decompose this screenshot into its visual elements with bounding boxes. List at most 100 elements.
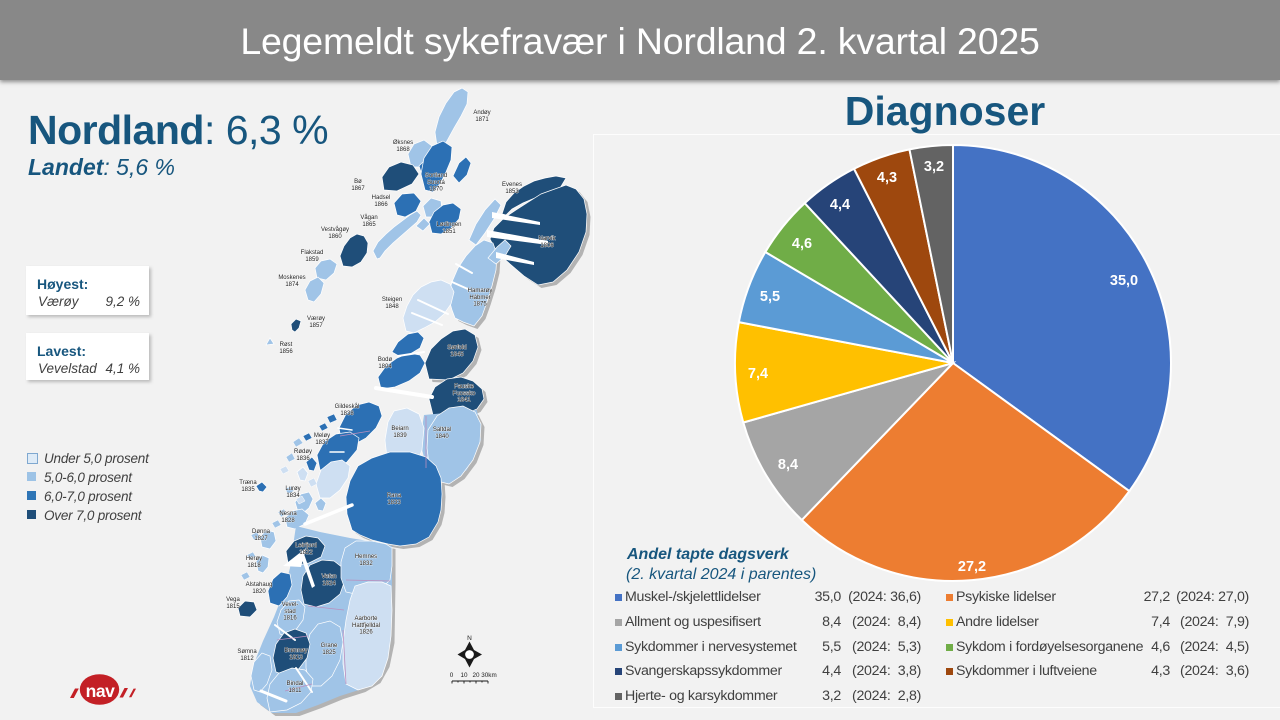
svg-text:Brønnøy: Brønnøy (284, 648, 307, 654)
svg-text:1835: 1835 (241, 487, 255, 493)
svg-text:Andøy: Andøy (473, 110, 490, 116)
svg-text:1871: 1871 (475, 117, 489, 123)
svg-text:Herøy: Herøy (246, 556, 262, 562)
svg-text:10: 10 (460, 672, 468, 679)
svg-text:1868: 1868 (396, 147, 410, 153)
svg-text:1845: 1845 (450, 352, 464, 358)
svg-text:Vestvågøy: Vestvågøy (321, 226, 349, 233)
svg-text:3,2: 3,2 (924, 159, 944, 175)
svg-text:Fuossko: Fuossko (453, 391, 476, 397)
svg-text:20: 20 (472, 672, 480, 679)
svg-text:stad: stad (284, 609, 295, 615)
svg-text:Hábmer: Hábmer (469, 295, 490, 301)
svg-text:1828: 1828 (281, 518, 295, 524)
svg-text:1827: 1827 (254, 536, 268, 542)
svg-text:4,3: 4,3 (877, 170, 897, 186)
svg-text:Evenes: Evenes (502, 182, 522, 188)
svg-text:1833: 1833 (387, 500, 401, 506)
svg-text:1870: 1870 (429, 187, 443, 193)
svg-text:30km: 30km (481, 672, 496, 679)
svg-text:Øksnes: Øksnes (393, 140, 413, 146)
svg-text:Alstahaug: Alstahaug (246, 582, 273, 588)
svg-text:1859: 1859 (305, 257, 319, 263)
svg-text:Fauske: Fauske (454, 384, 474, 390)
svg-text:7,4: 7,4 (748, 366, 768, 382)
svg-text:1836: 1836 (296, 456, 310, 462)
svg-text:1812: 1812 (240, 656, 254, 662)
svg-text:1860: 1860 (328, 234, 342, 240)
svg-text:N: N (467, 635, 472, 642)
svg-text:nav: nav (86, 681, 115, 701)
svg-text:Værøy: Værøy (307, 316, 325, 322)
svg-text:Lødingen: Lødingen (436, 222, 461, 228)
svg-text:4,6: 4,6 (792, 236, 812, 252)
svg-text:1822: 1822 (299, 550, 313, 556)
svg-text:Meløy: Meløy (314, 433, 330, 439)
svg-text:1838: 1838 (340, 411, 354, 417)
svg-text:Sømna: Sømna (237, 649, 257, 655)
svg-text:Nesna: Nesna (279, 511, 297, 517)
svg-text:Grane: Grane (321, 643, 338, 649)
svg-text:Moskenes: Moskenes (278, 275, 305, 281)
svg-text:1818: 1818 (247, 563, 261, 569)
svg-text:Leirfjord: Leirfjord (295, 543, 317, 549)
svg-text:1874: 1874 (285, 282, 299, 288)
svg-text:1875: 1875 (473, 302, 487, 308)
svg-text:1865: 1865 (362, 222, 376, 228)
svg-text:Vevel-: Vevel- (282, 602, 299, 608)
svg-text:Rødøy: Rødøy (294, 449, 312, 455)
svg-text:1866: 1866 (374, 202, 388, 208)
svg-text:Vågan: Vågan (360, 214, 377, 221)
svg-text:1834: 1834 (286, 493, 300, 499)
svg-text:1825: 1825 (322, 650, 336, 656)
svg-text:1839: 1839 (393, 433, 407, 439)
svg-text:1856: 1856 (279, 349, 293, 355)
svg-text:1851: 1851 (442, 229, 456, 235)
svg-text:Sortland: Sortland (425, 173, 447, 179)
svg-text:Aarborte: Aarborte (354, 616, 378, 622)
svg-text:8,4: 8,4 (778, 457, 798, 473)
svg-text:1840: 1840 (435, 434, 449, 440)
svg-text:1848: 1848 (385, 304, 399, 310)
svg-text:Narvik: Narvik (538, 236, 556, 242)
svg-text:Hamarøy: Hamarøy (468, 288, 493, 294)
svg-text:Lurøy: Lurøy (285, 486, 300, 492)
svg-text:Bindal: Bindal (287, 681, 304, 687)
svg-text:Suortá: Suortá (427, 180, 445, 186)
svg-text:1857: 1857 (309, 323, 323, 329)
svg-text:1811: 1811 (289, 688, 303, 694)
svg-text:1826: 1826 (359, 630, 373, 636)
svg-text:Hadsel: Hadsel (372, 195, 391, 201)
svg-text:27,2: 27,2 (958, 559, 986, 575)
svg-text:0: 0 (450, 672, 454, 679)
svg-text:Steigen: Steigen (382, 297, 402, 303)
svg-text:1867: 1867 (351, 186, 365, 192)
svg-text:Saltdal: Saltdal (433, 427, 451, 433)
svg-text:4,4: 4,4 (830, 197, 850, 213)
svg-text:1806: 1806 (540, 243, 554, 249)
svg-text:1813: 1813 (289, 655, 303, 661)
svg-text:Røst: Røst (280, 342, 293, 348)
svg-text:Beiarn: Beiarn (391, 426, 408, 432)
svg-text:1824: 1824 (322, 581, 336, 587)
svg-text:1804: 1804 (378, 364, 392, 370)
svg-text:Vefsn: Vefsn (321, 574, 336, 580)
svg-text:1841: 1841 (457, 398, 471, 404)
svg-text:Rana: Rana (387, 493, 402, 499)
svg-text:Dønna: Dønna (252, 529, 271, 535)
svg-text:Bodø: Bodø (378, 357, 393, 363)
svg-text:Hattfjelldal: Hattfjelldal (352, 623, 380, 629)
svg-text:Flakstad: Flakstad (301, 250, 324, 256)
svg-text:Vega: Vega (226, 597, 240, 603)
svg-text:Sørfold: Sørfold (447, 345, 466, 351)
svg-text:Gildeskål: Gildeskål (335, 403, 360, 410)
svg-text:1837: 1837 (315, 440, 329, 446)
svg-text:Hemnes: Hemnes (355, 554, 377, 560)
svg-text:1832: 1832 (359, 561, 373, 567)
svg-text:1820: 1820 (252, 589, 266, 595)
svg-text:Bø: Bø (354, 179, 362, 185)
svg-text:1853: 1853 (505, 189, 519, 195)
svg-text:35,0: 35,0 (1110, 273, 1138, 289)
svg-text:Træna: Træna (239, 480, 257, 486)
svg-text:1815: 1815 (226, 604, 240, 610)
